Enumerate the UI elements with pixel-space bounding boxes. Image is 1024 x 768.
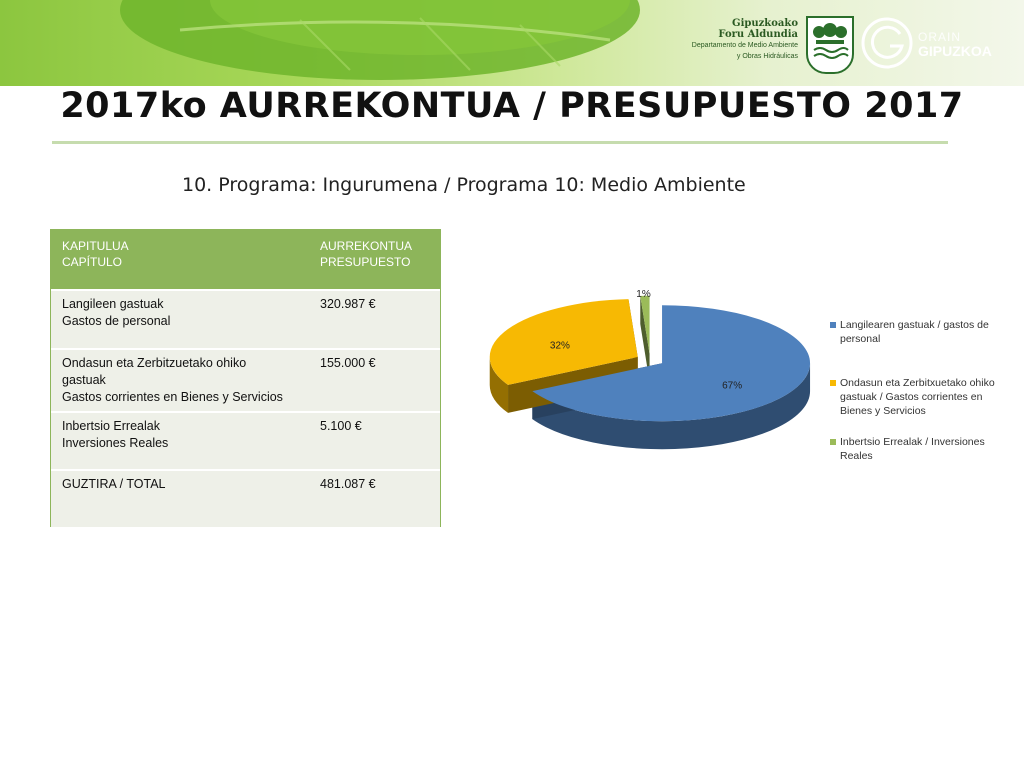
pie-slice <box>532 305 811 422</box>
pie-data-label: 32% <box>550 340 570 351</box>
brand-line1: ORAIN <box>918 30 962 44</box>
row-label-line: Gastos corrientes en Bienes y Servicios <box>62 390 283 404</box>
table-row: Langileen gastuak Gastos de personal 320… <box>51 289 440 349</box>
pie-data-label: 67% <box>722 380 742 391</box>
brand-line2: GIPUZKOA <box>918 43 992 59</box>
row-label: Langileen gastuak Gastos de personal <box>51 289 309 349</box>
budget-table: KAPITULUA CAPÍTULO AURREKONTUA PRESUPUES… <box>51 230 440 527</box>
dept-line1: Departamento de Medio Ambiente <box>691 42 798 49</box>
row-label: Ondasun eta Zerbitzuetako ohiko gastuak … <box>51 348 309 412</box>
orain-gipuzkoa-logo-icon <box>861 17 913 69</box>
title-divider <box>52 141 948 144</box>
legend-label: Ondasun eta Zerbitxuetako ohiko gastuak … <box>840 377 995 417</box>
row-label-line: GUZTIRA / TOTAL <box>62 477 166 491</box>
row-label-line: gastuak <box>62 373 106 387</box>
org-line1: Gipuzkoako <box>732 18 798 29</box>
row-label-line: Gastos de personal <box>62 314 171 328</box>
row-label: Inbertsio Errealak Inversiones Reales <box>51 411 309 470</box>
pie-slice-side <box>640 295 650 382</box>
coat-of-arms-icon <box>806 16 854 74</box>
org-line2: Foru Aldundia <box>718 29 798 40</box>
pie-data-label: 1% <box>636 289 651 300</box>
legend-label: Langilearen gastuak / gastos de personal <box>840 319 989 345</box>
table-header-row: KAPITULUA CAPÍTULO AURREKONTUA PRESUPUES… <box>51 230 440 290</box>
budget-pie-chart: 67% 32% 1% <box>489 289 811 450</box>
pie-slice <box>489 299 638 385</box>
orain-gipuzkoa-text: ORAIN GIPUZKOA <box>918 30 992 58</box>
row-label-line: Langileen gastuak <box>62 297 164 311</box>
legend-swatch <box>830 322 836 328</box>
leaf-image <box>120 0 640 80</box>
header-budget-line1: AURREKONTUA <box>320 239 413 253</box>
chart-legend: Langilearen gastuak / gastos de personal… <box>830 318 1000 480</box>
row-label-line: Inversiones Reales <box>62 436 169 450</box>
header-chapter-line1: KAPITULUA <box>62 239 129 253</box>
header-chapter-line2: CAPÍTULO <box>62 255 123 269</box>
legend-label: Inbertsio Errealak / Inversiones Reales <box>840 436 985 462</box>
table-row: Inbertsio Errealak Inversiones Reales 5.… <box>51 411 440 470</box>
legend-item: Inbertsio Errealak / Inversiones Reales <box>830 435 1000 463</box>
pie-slice <box>640 295 650 354</box>
legend-swatch <box>830 380 836 386</box>
row-label-line: Inbertsio Errealak <box>62 419 160 433</box>
header-budget: AURREKONTUA PRESUPUESTO <box>309 230 440 290</box>
page-subtitle: 10. Programa: Ingurumena / Programa 10: … <box>182 174 746 196</box>
table-row: Ondasun eta Zerbitzuetako ohiko gastuak … <box>51 348 440 412</box>
page-title: 2017ko AURREKONTUA / PRESUPUESTO 2017 <box>60 86 964 126</box>
row-value: 5.100 € <box>309 411 440 470</box>
row-value: 481.087 € <box>309 469 440 527</box>
header-chapter: KAPITULUA CAPÍTULO <box>51 230 309 290</box>
legend-item: Langilearen gastuak / gastos de personal <box>830 318 1000 346</box>
row-value: 155.000 € <box>309 348 440 412</box>
gipuzkoa-logo-text: Gipuzkoako Foru Aldundia Departamento de… <box>692 18 798 62</box>
legend-swatch <box>830 439 836 445</box>
legend-item: Ondasun eta Zerbitxuetako ohiko gastuak … <box>830 376 1000 418</box>
row-label: GUZTIRA / TOTAL <box>51 469 309 527</box>
row-label-line: Ondasun eta Zerbitzuetako ohiko <box>62 356 247 370</box>
dept-line2: y Obras Hidráulicas <box>736 53 798 60</box>
header-banner: Gipuzkoako Foru Aldundia Departamento de… <box>0 0 1024 86</box>
table-row-total: GUZTIRA / TOTAL 481.087 € <box>51 469 440 527</box>
header-budget-line2: PRESUPUESTO <box>320 255 411 269</box>
row-value: 320.987 € <box>309 289 440 349</box>
